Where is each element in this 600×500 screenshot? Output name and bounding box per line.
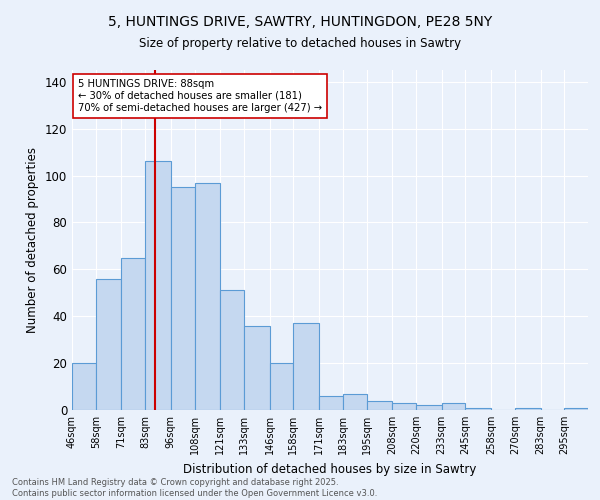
- Text: 5, HUNTINGS DRIVE, SAWTRY, HUNTINGDON, PE28 5NY: 5, HUNTINGS DRIVE, SAWTRY, HUNTINGDON, P…: [108, 15, 492, 29]
- Text: 5 HUNTINGS DRIVE: 88sqm
← 30% of detached houses are smaller (181)
70% of semi-d: 5 HUNTINGS DRIVE: 88sqm ← 30% of detache…: [78, 80, 322, 112]
- Bar: [244, 326, 270, 410]
- Y-axis label: Number of detached properties: Number of detached properties: [26, 147, 39, 333]
- Bar: [319, 396, 343, 410]
- Text: Size of property relative to detached houses in Sawtry: Size of property relative to detached ho…: [139, 38, 461, 51]
- Bar: [171, 187, 194, 410]
- Bar: [145, 162, 171, 410]
- X-axis label: Distribution of detached houses by size in Sawtry: Distribution of detached houses by size …: [184, 462, 476, 475]
- Bar: [466, 408, 491, 410]
- Bar: [343, 394, 367, 410]
- Bar: [442, 403, 466, 410]
- Bar: [293, 323, 319, 410]
- Bar: [194, 182, 220, 410]
- Bar: [564, 408, 588, 410]
- Bar: [515, 408, 541, 410]
- Bar: [121, 258, 145, 410]
- Bar: [220, 290, 244, 410]
- Bar: [96, 278, 121, 410]
- Bar: [392, 403, 416, 410]
- Bar: [367, 400, 392, 410]
- Bar: [416, 406, 442, 410]
- Bar: [72, 363, 96, 410]
- Bar: [270, 363, 293, 410]
- Text: Contains HM Land Registry data © Crown copyright and database right 2025.
Contai: Contains HM Land Registry data © Crown c…: [12, 478, 377, 498]
